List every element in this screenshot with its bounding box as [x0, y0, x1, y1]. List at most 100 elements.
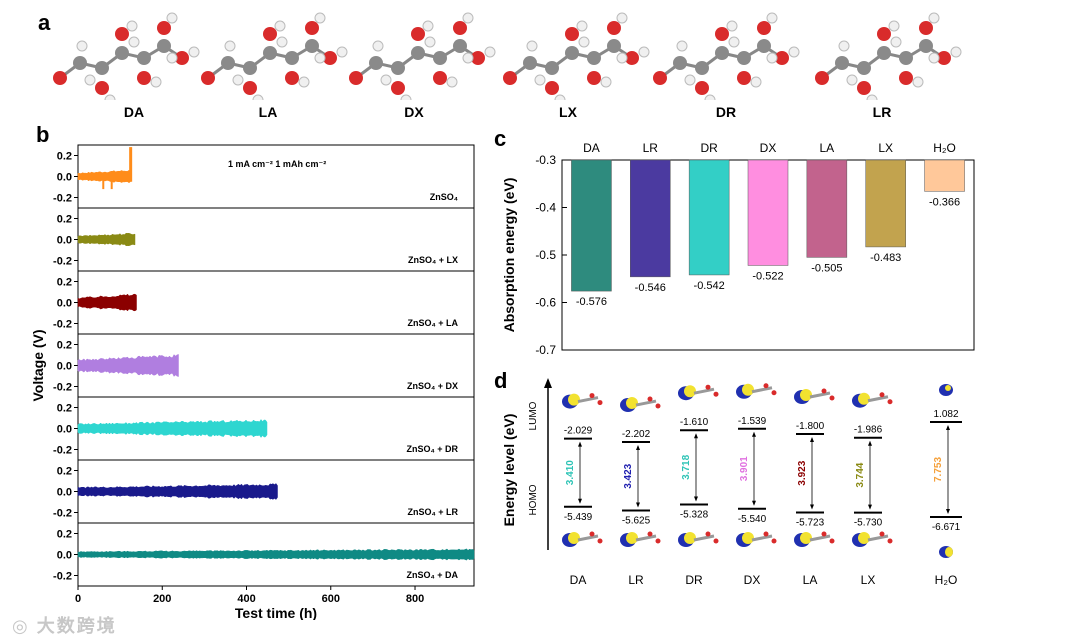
lumo-orbital-lobe: [742, 383, 754, 396]
panel-b-xtick-label: 400: [237, 593, 255, 605]
absorption-energy-chart: -0.3 -0.4 -0.5 -0.6 -0.7 DA -0.576 LR -0.546 DR -0…: [501, 141, 975, 357]
panel-letter-b: b: [36, 122, 50, 147]
homo-orbital-lobe: [568, 532, 580, 544]
bar-category-label: LX: [878, 141, 893, 155]
gap-value: 3.923: [797, 460, 808, 485]
panel-c-ytick-label: -0.7: [535, 343, 556, 357]
panel-b-ytick-label: 0.0: [57, 550, 72, 562]
panel-b-frame-0: [77, 144, 475, 209]
watermark-label: 大数跨境: [36, 616, 117, 636]
homo-orbital-atom: [763, 531, 769, 537]
bar-category-label: H₂O: [933, 141, 956, 155]
panel-b-ytick-label: -0.2: [53, 508, 72, 520]
lumo-orbital-h2o-inner: [945, 385, 951, 391]
homo-orbital-atom: [879, 531, 885, 537]
lumo-orbital-atom: [829, 395, 835, 401]
voltage-trace-5: [77, 483, 278, 500]
series-label-4: ZnSO₄ + DR: [406, 444, 458, 454]
molecule-label-dx: DX: [404, 104, 424, 120]
gap-arrowhead-down: [578, 498, 582, 504]
lumo-orbital-lobe: [568, 393, 580, 406]
bar-value-label: -0.505: [811, 262, 842, 274]
panel-b-ytick-label: 0.0: [57, 487, 72, 499]
lumo-value: -1.986: [854, 425, 883, 436]
voltage-profile-chart: 0.2 0.0 -0.2 1 mA cm⁻² 1 mAh cm⁻² ZnSO₄ 0.2 0.…: [30, 144, 475, 620]
homo-orbital-backbone: [809, 534, 831, 542]
bar-value-label: -0.546: [635, 282, 666, 294]
bar-value-label: -0.483: [870, 252, 901, 264]
panel-d-category-label: DR: [685, 573, 703, 587]
lumo-axis-label: LUMO: [528, 401, 539, 430]
bar-category-label: LA: [820, 141, 835, 155]
voltage-trace-1: [77, 233, 136, 246]
panel-letter-c: c: [494, 126, 507, 151]
homo-value: -5.625: [622, 516, 651, 527]
gap-arrowhead-up: [810, 437, 814, 442]
panel-d-category-label: DX: [744, 573, 761, 587]
panel-b-xlabel: Test time (h): [235, 605, 317, 620]
homo-value: -5.540: [738, 514, 767, 525]
panel-b-ytick-label: 0.2: [57, 214, 72, 226]
gap-arrowhead-down: [636, 502, 640, 508]
bar-category-label: DA: [583, 141, 600, 155]
homo-orbital-atom: [771, 538, 777, 544]
gap-arrowhead-up: [578, 441, 582, 447]
homo-orbital-backbone: [751, 534, 773, 542]
panel-c-ytick-label: -0.5: [535, 248, 556, 262]
panel-b-ytick-label: 0.2: [57, 277, 72, 289]
panel-c-ytick-label: -0.4: [535, 201, 556, 215]
lumo-value: -2.202: [622, 429, 651, 440]
homo-value: -5.328: [680, 510, 709, 521]
panel-b-xtick-label: 200: [153, 593, 171, 605]
lumo-orbital-lobe: [684, 385, 696, 398]
bar-value-label: -0.366: [929, 196, 960, 208]
homo-orbital-backbone: [577, 534, 599, 542]
homo-orbital-lobe: [858, 532, 870, 544]
voltage-trace-6: [77, 548, 475, 561]
panel-b-xtick-label: 0: [75, 593, 81, 605]
bar-5: [865, 159, 906, 248]
gap-arrowhead-down: [694, 496, 698, 502]
lumo-orbital-lobe: [858, 392, 870, 405]
series-label-3: ZnSO₄ + DX: [407, 381, 458, 391]
panel-c-ytick-label: -0.6: [535, 296, 556, 310]
panel-d-ylabel: Energy level (eV): [501, 414, 517, 527]
homo-value: -6.671: [932, 522, 961, 533]
homo-orbital-lobe: [742, 532, 754, 544]
panel-b-ytick-label: 0.2: [57, 151, 72, 163]
bar-1: [630, 159, 671, 278]
panel-b-ytick-label: 0.0: [57, 361, 72, 373]
voltage-trace-3: [77, 354, 179, 377]
gap-arrowhead-down: [946, 509, 950, 514]
molecule-label-la: LA: [258, 104, 278, 120]
lumo-orbital-backbone: [577, 396, 599, 404]
homo-value: -5.723: [796, 517, 825, 528]
homo-orbital-lobe: [626, 532, 638, 544]
molecule-label-dr: DR: [715, 104, 737, 120]
bar-0: [571, 159, 612, 292]
panel-d-category-label: LX: [861, 573, 876, 587]
molecule-label-da: DA: [123, 104, 145, 120]
panel-b-xtick-label: 600: [322, 593, 340, 605]
lumo-orbital-atom: [771, 390, 777, 396]
panel-letter-a: a: [38, 10, 51, 35]
voltage-trace-2: [77, 293, 137, 312]
bar-category-label: DR: [700, 141, 718, 155]
panel-b-ytick-label: 0.2: [57, 403, 72, 415]
series-label-0: ZnSO₄: [430, 192, 458, 202]
homo-value: -5.439: [564, 512, 593, 523]
series-label-6: ZnSO₄ + DA: [406, 570, 458, 580]
gap-arrowhead-up: [694, 433, 698, 439]
bar-4: [806, 159, 848, 258]
homo-orbital-atom: [597, 538, 603, 544]
panel-b-ytick-label: 0.0: [57, 172, 72, 184]
homo-orbital-atom: [647, 531, 653, 537]
panel-b-ytick-label: 0.0: [57, 235, 72, 247]
lumo-orbital-atom: [655, 403, 661, 409]
bar-3: [747, 159, 789, 266]
voltage-trace-4: [77, 419, 268, 438]
homo-orbital-atom: [821, 531, 827, 537]
gap-arrowhead-up: [752, 431, 756, 437]
gap-value: 3.423: [623, 463, 634, 488]
homo-orbital-lobe: [684, 532, 696, 544]
